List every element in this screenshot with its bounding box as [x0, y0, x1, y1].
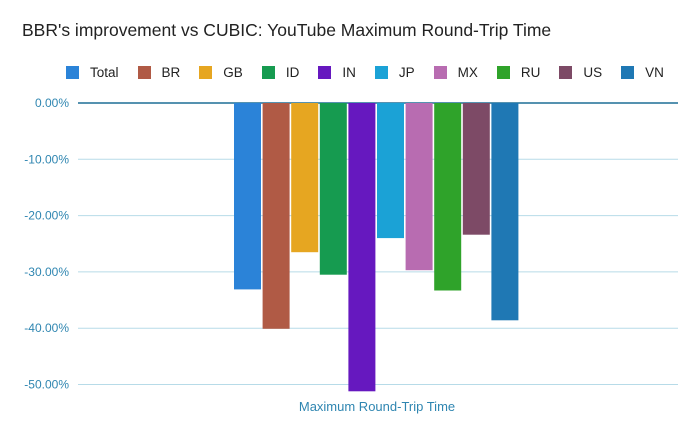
bar-jp[interactable]	[377, 103, 404, 239]
legend-label: ID	[285, 64, 300, 80]
legend-label: Total	[90, 64, 119, 80]
legend-label: VN	[645, 64, 664, 80]
legend-swatch	[433, 65, 447, 79]
legend-item-in[interactable]: IN	[318, 65, 356, 80]
legend-item-total[interactable]: Total	[66, 65, 119, 80]
legend-item-ru[interactable]: RU	[496, 64, 541, 80]
legend-item-id[interactable]: ID	[261, 64, 300, 80]
bar-id[interactable]	[319, 103, 347, 275]
legend-swatch	[66, 65, 79, 79]
y-tick-label: -50.00%	[24, 378, 69, 392]
legend-item-mx[interactable]: MX	[433, 64, 478, 80]
legend-label: US	[583, 64, 603, 80]
legend-label: IN	[342, 64, 356, 80]
legend-swatch	[559, 65, 573, 79]
legend-swatch	[374, 65, 388, 79]
legend-item-us[interactable]: US	[559, 65, 602, 80]
bar-gb[interactable]	[291, 103, 319, 253]
legend-swatch	[318, 65, 332, 79]
legend-item-br[interactable]: BR	[137, 64, 181, 80]
bar-us[interactable]	[462, 103, 490, 235]
bar-total[interactable]	[234, 103, 261, 290]
bar-mx[interactable]	[405, 103, 433, 271]
chart-title: BBR's improvement vs CUBIC: YouTube Maxi…	[22, 20, 552, 40]
legend-label: JP	[398, 64, 415, 80]
bar-vn[interactable]	[491, 103, 519, 321]
legend-label: GB	[223, 64, 243, 80]
legend-label: MX	[457, 64, 478, 80]
y-tick-label: -10.00%	[24, 152, 69, 166]
bar-br[interactable]	[262, 103, 290, 329]
y-tick-label: 0.00%	[35, 96, 69, 110]
x-category-label: Maximum Round-Trip Time	[299, 399, 455, 414]
legend: Total BR GB ID IN JP MX RU US VN	[66, 62, 683, 82]
legend-label: BR	[161, 64, 181, 80]
legend-label: RU	[520, 64, 541, 80]
bar-ru[interactable]	[434, 103, 462, 291]
legend-swatch	[621, 65, 635, 79]
legend-swatch	[496, 65, 510, 79]
bar-in[interactable]	[348, 103, 376, 392]
legend-item-jp[interactable]: JP	[374, 64, 415, 80]
legend-item-vn[interactable]: VN	[621, 65, 664, 80]
legend-swatch	[199, 65, 213, 79]
y-tick-label: -30.00%	[24, 265, 69, 279]
legend-swatch	[137, 65, 151, 79]
legend-item-gb[interactable]: GB	[199, 65, 243, 80]
legend-swatch	[261, 65, 275, 79]
y-tick-label: -40.00%	[24, 321, 69, 335]
y-tick-label: -20.00%	[24, 209, 69, 223]
